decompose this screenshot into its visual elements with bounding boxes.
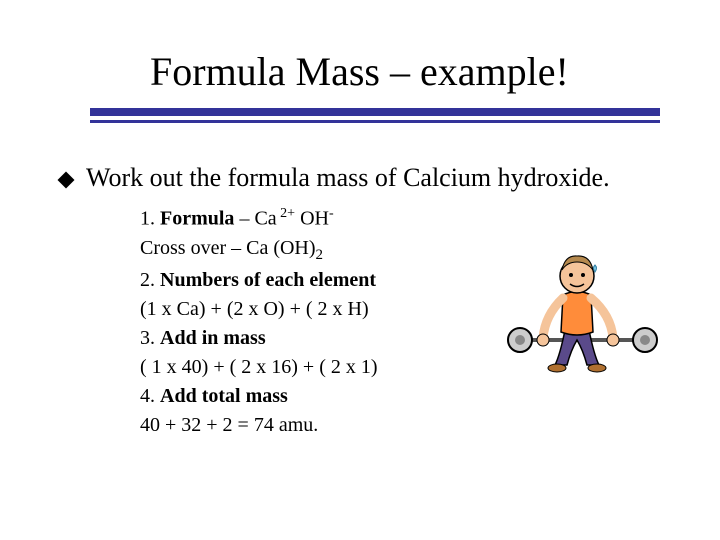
step-4: 4. Add total mass — [140, 382, 460, 411]
step-1-bold: Formula — [160, 208, 234, 230]
title-rule-thick — [90, 108, 660, 116]
hand-left-icon — [537, 334, 549, 346]
step-4-num: 4. — [140, 385, 160, 407]
arm-left-icon — [543, 298, 563, 338]
step-4-bold: Add total mass — [160, 385, 288, 407]
hand-right-icon — [607, 334, 619, 346]
step-1-sup: 2+ — [277, 206, 295, 221]
step-3b: ( 1 x 40) + ( 2 x 16) + ( 2 x 1) — [140, 353, 460, 382]
step-1-rest: – Ca — [234, 208, 276, 230]
shoe-right-icon — [588, 364, 606, 372]
title-rule-thin — [90, 120, 660, 123]
step-2b: (1 x Ca) + (2 x O) + ( 2 x H) — [140, 295, 460, 324]
shoe-left-icon — [548, 364, 566, 372]
step-3-num: 3. — [140, 327, 160, 349]
barbell-plate-right-inner-icon — [640, 335, 650, 345]
step-2-bold: Numbers of each element — [160, 269, 376, 291]
eye-left-icon — [569, 273, 573, 277]
eye-right-icon — [581, 273, 585, 277]
step-4b: 40 + 32 + 2 = 74 amu. — [140, 411, 460, 440]
step-1-num: 1. — [140, 208, 160, 230]
step-1: 1. Formula – Ca 2+ OH- — [140, 204, 460, 234]
slide-title: Formula Mass – example! — [150, 48, 670, 95]
arm-right-icon — [591, 298, 613, 338]
step-1-rest2: OH — [295, 208, 329, 230]
step-1b: Cross over – Ca (OH)2 — [140, 234, 460, 267]
weightlifter-clipart — [505, 240, 660, 380]
step-1b-text: Cross over – Ca (OH) — [140, 237, 316, 259]
barbell-plate-left-inner-icon — [515, 335, 525, 345]
step-2-num: 2. — [140, 269, 160, 291]
step-1b-sub: 2 — [316, 247, 324, 263]
step-3-bold: Add in mass — [160, 327, 266, 349]
bullet-row: Work out the formula mass of Calcium hyd… — [60, 163, 610, 193]
sweat-drop-icon — [594, 265, 597, 272]
step-3: 3. Add in mass — [140, 324, 460, 353]
bullet-text: Work out the formula mass of Calcium hyd… — [86, 163, 610, 193]
step-2: 2. Numbers of each element — [140, 266, 460, 295]
slide-title-area: Formula Mass – example! — [150, 48, 670, 95]
bullet-diamond-icon — [58, 172, 75, 189]
steps-block: 1. Formula – Ca 2+ OH- Cross over – Ca (… — [140, 204, 460, 440]
step-1-sup2: - — [329, 206, 334, 221]
